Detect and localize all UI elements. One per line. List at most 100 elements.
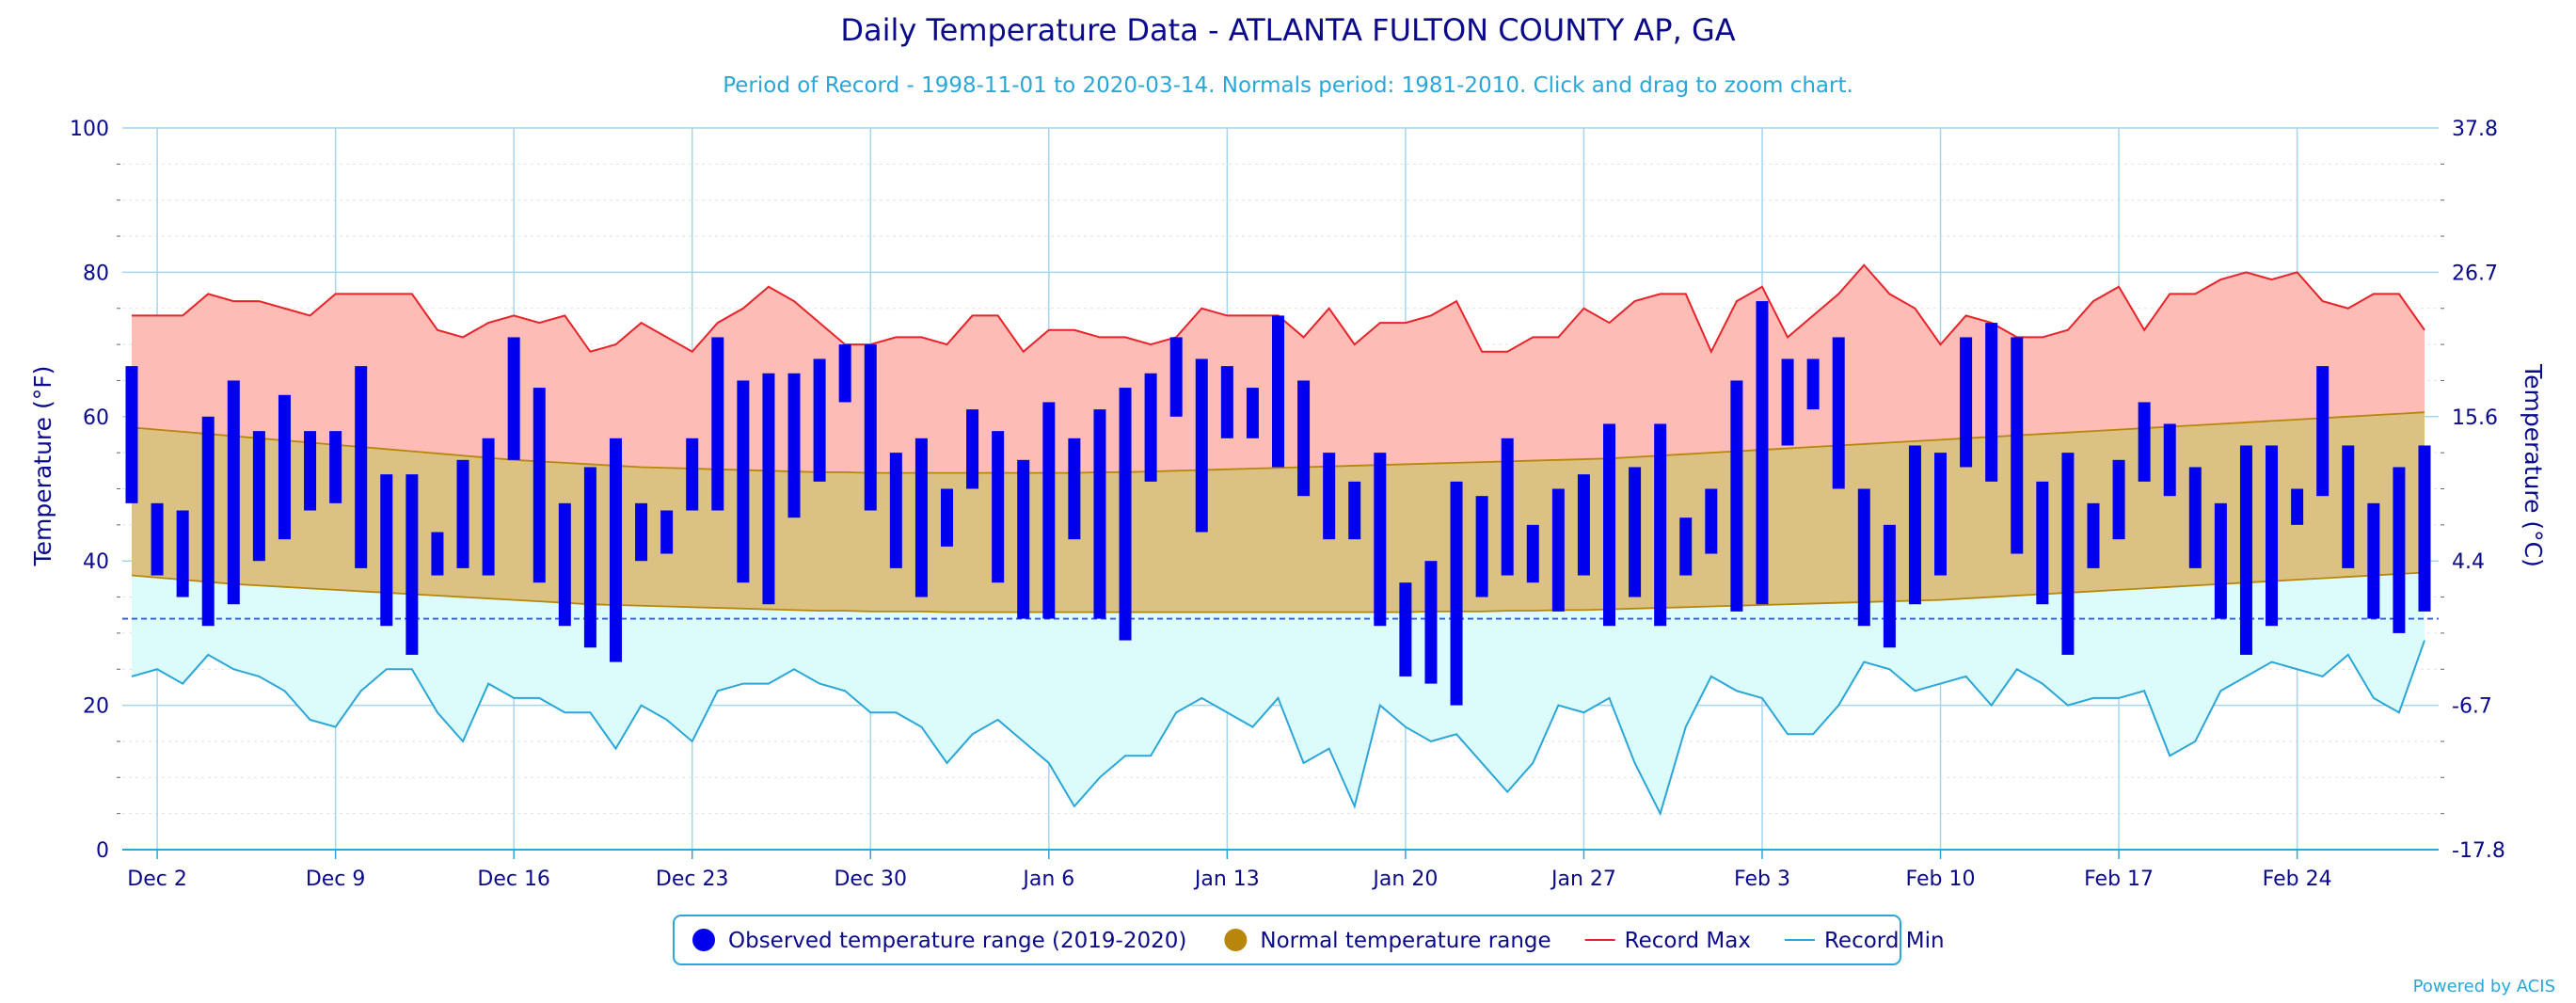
observed-bar[interactable] [405,474,419,655]
observed-bar[interactable] [2393,467,2406,633]
observed-bar[interactable] [2188,467,2202,568]
observed-bar[interactable] [1323,453,1336,540]
observed-bar[interactable] [1144,373,1157,482]
observed-bar[interactable] [1169,337,1183,417]
observed-bar[interactable] [609,438,622,662]
observed-bar[interactable] [2163,423,2176,497]
observed-bar[interactable] [711,337,724,511]
observed-bar[interactable] [1119,388,1132,641]
observed-bar[interactable] [1017,459,1030,619]
observed-bar[interactable] [1068,438,1081,540]
observed-bar[interactable] [1756,301,1769,605]
observed-bar[interactable] [1883,524,1896,648]
observed-bar[interactable] [2342,445,2355,568]
observed-bar[interactable] [940,488,953,547]
observed-bar[interactable] [1246,388,1259,438]
observed-bar[interactable] [1960,337,1973,468]
observed-bar[interactable] [125,366,138,503]
observed-bar[interactable] [2061,453,2075,655]
legend-item-rmin[interactable]: Record Min [1784,929,1945,953]
observed-bar[interactable] [1629,467,1642,597]
observed-bar[interactable] [1374,453,1387,627]
observed-bar[interactable] [1501,438,1514,576]
observed-bar[interactable] [2367,502,2380,619]
observed-bar[interactable] [660,510,674,554]
observed-bar[interactable] [355,366,368,568]
observed-bar[interactable] [2291,488,2304,525]
observed-bar[interactable] [2087,502,2100,568]
legend-item-observed[interactable]: Observed temperature range (2019-2020) [692,929,1186,953]
observed-bars[interactable] [125,301,2431,706]
observed-bar[interactable] [252,431,265,562]
legend-item-rmax[interactable]: Record Max [1584,929,1751,953]
observed-bar[interactable] [838,344,851,403]
observed-bar[interactable] [1042,402,1056,619]
observed-bar[interactable] [762,373,775,605]
observed-bar[interactable] [1399,582,1412,677]
observed-bar[interactable] [1424,561,1438,684]
observed-bar[interactable] [1908,445,1921,605]
observed-bar[interactable] [380,474,393,627]
observed-bar[interactable] [1195,358,1208,533]
credit-link[interactable]: Powered by ACIS [2413,977,2555,996]
observed-bar[interactable] [2316,366,2330,497]
observed-bar[interactable] [889,453,902,568]
legend-item-normal[interactable]: Normal temperature range [1224,929,1551,953]
observed-bar[interactable] [1348,481,1361,540]
observed-bar[interactable] [507,337,520,460]
observed-bar[interactable] [1577,474,1590,576]
observed-bar[interactable] [1679,517,1693,576]
observed-bar[interactable] [2011,337,2024,554]
observed-bar[interactable] [1985,323,1998,482]
observed-bar[interactable] [482,438,495,576]
observed-bar[interactable] [1806,358,1820,410]
observed-bar[interactable] [431,532,444,576]
observed-bar[interactable] [304,431,317,511]
observed-bar[interactable] [737,380,750,583]
observed-bar[interactable] [151,502,164,576]
observed-bar[interactable] [992,431,1005,583]
observed-bar[interactable] [176,510,189,597]
observed-bar[interactable] [2138,402,2151,482]
observed-bar[interactable] [787,373,801,518]
observed-bar[interactable] [914,438,928,597]
observed-bar[interactable] [201,416,215,627]
observed-bar[interactable] [456,459,469,568]
observed-bar[interactable] [533,388,546,583]
observed-bar[interactable] [1475,496,1488,597]
observed-bar[interactable] [2418,445,2431,612]
observed-bar[interactable] [1705,488,1718,554]
observed-bar[interactable] [583,467,596,648]
observed-bar[interactable] [1220,366,1233,438]
observed-bar[interactable] [1832,337,1845,489]
observed-bar[interactable] [1526,524,1539,583]
observed-bar[interactable] [635,502,648,562]
observed-bar[interactable] [1934,453,1948,576]
observed-bar[interactable] [1450,481,1463,706]
observed-bar[interactable] [1093,409,1106,619]
observed-bar[interactable] [227,380,240,605]
observed-bar[interactable] [1857,488,1870,627]
observed-bar[interactable] [1730,380,1743,612]
observed-bar[interactable] [1272,315,1284,468]
observed-bar[interactable] [1551,488,1565,612]
observed-bar[interactable] [2266,445,2279,627]
observed-bar[interactable] [558,502,571,627]
observed-bar[interactable] [864,344,877,511]
observed-bar[interactable] [686,438,699,511]
observed-bar[interactable] [2239,445,2252,655]
observed-bar[interactable] [1297,380,1311,497]
legend[interactable]: Observed temperature range (2019-2020) No… [673,915,1945,965]
observed-bar[interactable] [813,358,826,482]
observed-bar[interactable] [2214,502,2227,619]
observed-bar[interactable] [1781,358,1794,446]
observed-bar[interactable] [329,431,342,503]
observed-bar[interactable] [2036,481,2049,605]
observed-bar[interactable] [278,394,291,540]
observed-bar[interactable] [966,409,979,489]
observed-bar[interactable] [1603,423,1616,627]
observed-bar[interactable] [1654,423,1667,627]
observed-bar[interactable] [2112,459,2125,540]
